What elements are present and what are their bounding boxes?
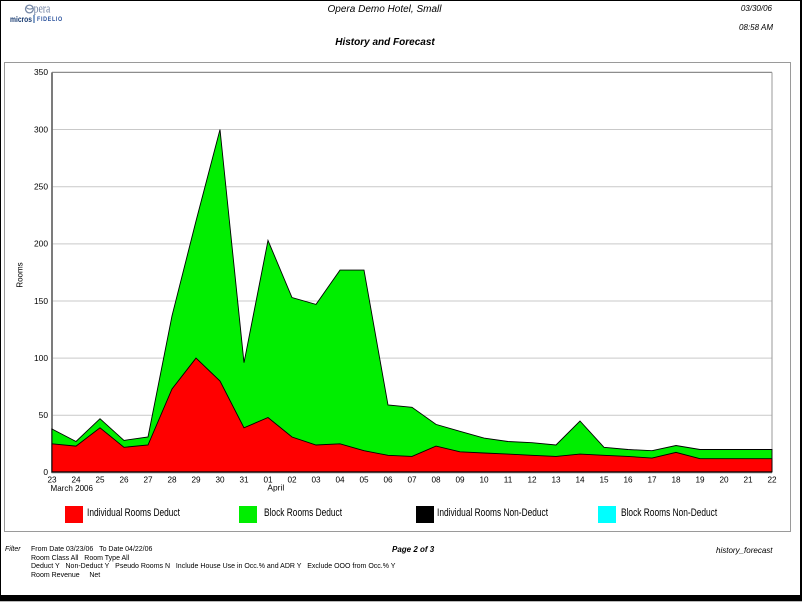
svg-text:22: 22 — [767, 476, 777, 485]
svg-text:14: 14 — [575, 476, 585, 485]
svg-text:0: 0 — [43, 467, 48, 477]
svg-text:19: 19 — [695, 476, 705, 485]
svg-text:31: 31 — [239, 476, 249, 485]
svg-text:29: 29 — [191, 476, 201, 485]
svg-text:08: 08 — [431, 476, 441, 485]
svg-text:05: 05 — [359, 476, 369, 485]
svg-text:07: 07 — [407, 476, 417, 485]
svg-text:pera: pera — [34, 3, 51, 16]
svg-text:03: 03 — [311, 476, 321, 485]
svg-text:24: 24 — [71, 476, 81, 485]
svg-text:250: 250 — [34, 182, 48, 192]
svg-text:21: 21 — [743, 476, 753, 485]
svg-text:April: April — [267, 483, 284, 492]
svg-text:02: 02 — [287, 476, 297, 485]
svg-text:100: 100 — [34, 353, 48, 363]
svg-text:10: 10 — [479, 476, 489, 485]
svg-text:15: 15 — [599, 476, 609, 485]
svg-text:March 2006: March 2006 — [51, 484, 94, 493]
svg-text:50: 50 — [39, 410, 49, 420]
svg-text:01: 01 — [263, 476, 273, 485]
svg-text:06: 06 — [383, 476, 393, 485]
svg-text:200: 200 — [34, 239, 48, 249]
svg-text:09: 09 — [455, 476, 465, 485]
svg-text:150: 150 — [34, 296, 48, 306]
svg-text:17: 17 — [647, 476, 657, 485]
svg-text:300: 300 — [34, 124, 48, 134]
svg-text:16: 16 — [623, 476, 633, 485]
svg-text:18: 18 — [671, 476, 681, 485]
svg-text:25: 25 — [95, 476, 105, 485]
svg-text:04: 04 — [335, 476, 345, 485]
svg-text:13: 13 — [551, 476, 561, 485]
svg-text:20: 20 — [719, 476, 729, 485]
svg-text:12: 12 — [527, 476, 537, 485]
svg-text:11: 11 — [504, 476, 513, 485]
svg-text:23: 23 — [47, 476, 57, 485]
svg-text:Rooms: Rooms — [16, 262, 25, 287]
svg-text:26: 26 — [119, 476, 129, 485]
svg-text:27: 27 — [143, 476, 153, 485]
svg-text:350: 350 — [34, 67, 48, 77]
svg-text:28: 28 — [167, 476, 177, 485]
svg-text:30: 30 — [215, 476, 225, 485]
